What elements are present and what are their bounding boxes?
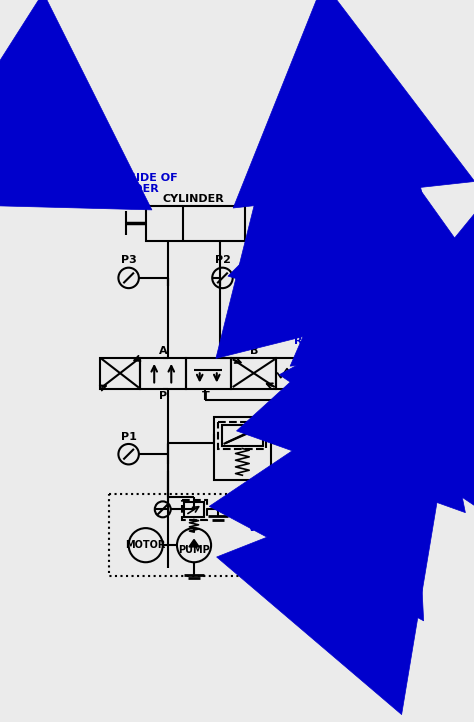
Text: EXTERNAL RELIEF
VALVE: EXTERNAL RELIEF VALVE <box>291 423 402 445</box>
Text: T: T <box>201 391 210 401</box>
Bar <box>231 357 276 389</box>
Text: B: B <box>249 346 258 356</box>
Text: TANK: TANK <box>327 393 360 403</box>
Bar <box>184 502 204 517</box>
Bar <box>222 425 263 445</box>
Text: HYDRAULIC
PUMP/MOTOR
UNIT: HYDRAULIC PUMP/MOTOR UNIT <box>288 545 374 578</box>
Text: SOLENOID: SOLENOID <box>305 370 369 380</box>
Bar <box>219 422 266 448</box>
Text: P1: P1 <box>121 432 137 442</box>
Bar <box>140 357 185 389</box>
Text: P: P <box>159 391 167 401</box>
Bar <box>182 500 207 520</box>
Text: A: A <box>158 346 167 356</box>
Bar <box>214 417 271 480</box>
Text: PRESSURE GAUGE: PRESSURE GAUGE <box>285 258 397 268</box>
Bar <box>109 494 268 576</box>
Bar <box>276 357 316 389</box>
Text: PUMP: PUMP <box>178 545 210 555</box>
Text: CYLINDER: CYLINDER <box>163 194 225 204</box>
Text: RETURN SPRING: RETURN SPRING <box>293 336 395 346</box>
Text: MOTOR: MOTOR <box>126 540 166 550</box>
Text: P3: P3 <box>121 256 137 266</box>
Text: BLIND SIDE OF
CYLINDER: BLIND SIDE OF CYLINDER <box>248 173 339 194</box>
Bar <box>185 357 231 389</box>
Text: SOLENOID VALVE: SOLENOID VALVE <box>242 328 348 338</box>
Text: PUMP UNIT
INTERNAL RELIEF
VALVE: PUMP UNIT INTERNAL RELIEF VALVE <box>248 500 356 533</box>
Polygon shape <box>189 539 199 547</box>
Text: P2: P2 <box>215 256 230 266</box>
Bar <box>100 357 140 389</box>
Text: ROD SIDE OF
CYLINDER: ROD SIDE OF CYLINDER <box>97 173 178 194</box>
Bar <box>146 206 245 241</box>
